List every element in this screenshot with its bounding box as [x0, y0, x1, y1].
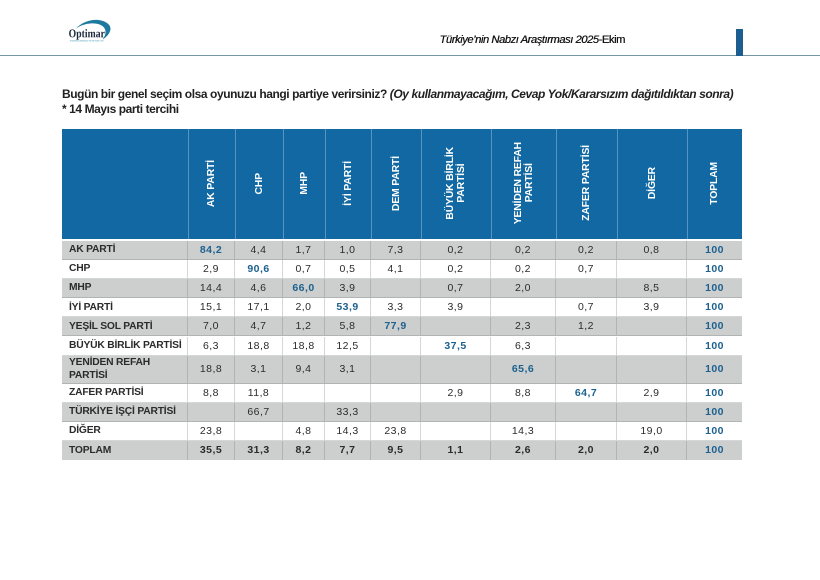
svg-text:ARAŞTIRMA DANIŞMANLIK EĞİTİM H: ARAŞTIRMA DANIŞMANLIK EĞİTİM HİZMETLERİ	[70, 39, 104, 42]
